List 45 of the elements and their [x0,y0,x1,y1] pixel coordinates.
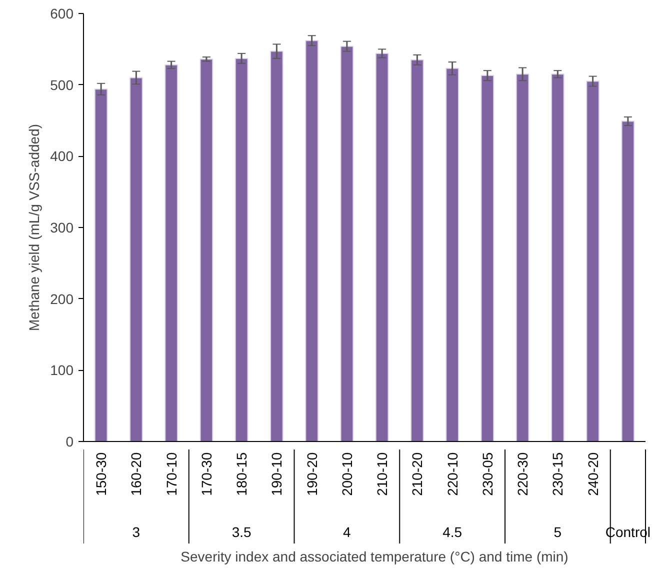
x-tick-label: 230-05 [479,452,496,496]
text: 3.5 [232,524,252,540]
bar [340,46,354,442]
bar [586,80,600,442]
x-tick-label: 150-30 [93,452,110,496]
text: 4 [343,524,352,540]
bar [94,88,108,442]
bar [446,68,459,442]
y-tick-label: 200 [50,290,74,307]
bar [375,52,389,442]
x-tick-label: 240-20 [584,452,601,496]
x-tick-label: 190-20 [304,452,320,496]
x-tick-label: 210-10 [374,452,390,496]
x-tick-label: 180-15 [234,452,250,496]
y-tick-label: 0 [66,434,74,450]
text: 3 [132,524,140,540]
x-tick-label: 190-10 [268,452,285,496]
x-tick-label: 220-10 [444,452,460,496]
y-tick-label: 300 [50,220,74,236]
bar [234,58,248,442]
x-tick-label: 170-30 [198,452,214,496]
y-tick-label: 500 [50,76,74,93]
x-axis-title: Severity index and associated temperature (°C) and time (min) [180,548,568,564]
y-axis-title: Methane yield (mL/g VSS-added) [26,124,42,331]
bar [270,50,284,442]
y-tick-label: 600 [50,6,74,22]
text: 4.5 [442,524,462,540]
x-tick-label: 210-20 [409,452,426,496]
bar [621,120,635,442]
bar [305,40,318,442]
x-tick-label: 170-10 [163,452,180,496]
bar [516,74,530,442]
text: 5 [554,524,562,540]
x-tick-label: 230-15 [550,452,566,496]
y-tick-label: 400 [50,148,74,164]
bar [130,77,143,442]
bar [480,75,494,442]
bar [410,59,424,442]
y-tick-label: 100 [50,362,74,378]
bar [200,58,214,442]
bar [164,64,178,442]
bar [551,74,564,442]
x-tick-label: 200-10 [338,452,355,496]
x-tick-label: 220-30 [514,452,531,496]
x-tick-label: 160-20 [128,452,144,496]
